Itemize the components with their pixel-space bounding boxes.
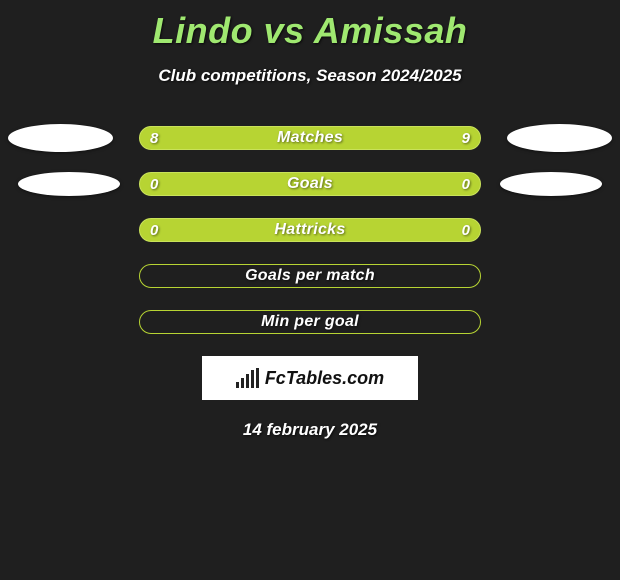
stat-pill-goals-per-match: Goals per match: [139, 264, 481, 288]
stat-pill-matches: 8 Matches 9: [139, 126, 481, 150]
stat-row: 0 Goals 0: [0, 172, 620, 196]
date-label: 14 february 2025: [0, 420, 620, 440]
player-marker-left: [18, 172, 120, 196]
stat-row: Goals per match: [0, 264, 620, 288]
stat-label: Goals per match: [245, 267, 375, 285]
stat-row: Min per goal: [0, 310, 620, 334]
stat-pill-hattricks: 0 Hattricks 0: [139, 218, 481, 242]
stat-label: Goals: [287, 175, 333, 193]
stat-label: Min per goal: [261, 313, 359, 331]
stat-rows: 8 Matches 9 0 Goals 0 0 Hattricks 0 Goal…: [0, 126, 620, 334]
stat-value-left: 8: [150, 130, 158, 147]
stat-pill-goals: 0 Goals 0: [139, 172, 481, 196]
stat-row: 8 Matches 9: [0, 126, 620, 150]
player-marker-right: [507, 124, 612, 152]
stat-pill-min-per-goal: Min per goal: [139, 310, 481, 334]
logo-text: FcTables.com: [265, 368, 384, 389]
stat-value-left: 0: [150, 176, 158, 193]
stat-value-right: 0: [462, 222, 470, 239]
page-title: Lindo vs Amissah: [0, 0, 620, 52]
stat-value-right: 9: [462, 130, 470, 147]
stat-label: Matches: [277, 129, 343, 147]
stat-value-left: 0: [150, 222, 158, 239]
stat-row: 0 Hattricks 0: [0, 218, 620, 242]
player-marker-left: [8, 124, 113, 152]
player-marker-right: [500, 172, 602, 196]
logo-bars-icon: [236, 368, 259, 388]
stat-label: Hattricks: [274, 221, 345, 239]
stat-value-right: 0: [462, 176, 470, 193]
page-subtitle: Club competitions, Season 2024/2025: [0, 66, 620, 86]
logo-badge: FcTables.com: [202, 356, 418, 400]
